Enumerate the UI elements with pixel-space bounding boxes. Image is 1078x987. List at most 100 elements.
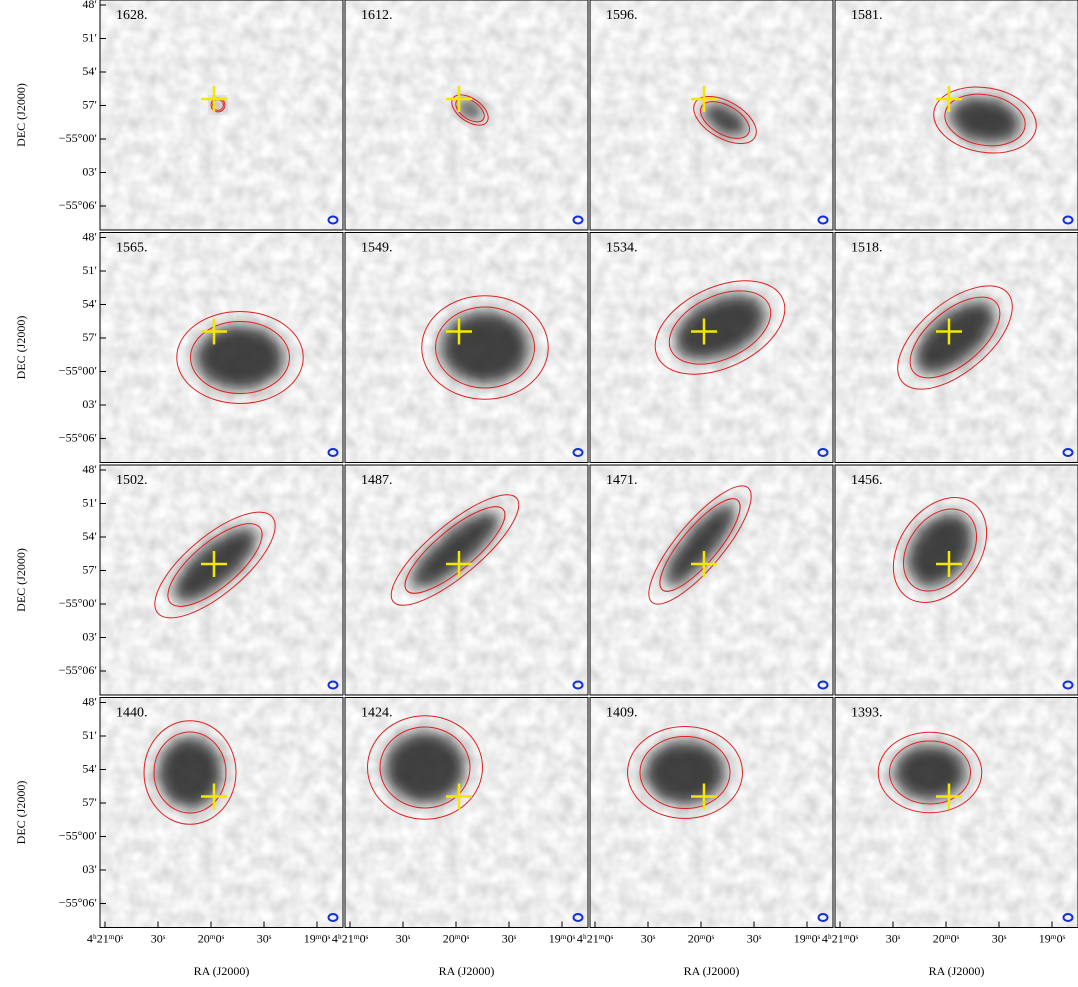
channel-panel: 1596.: [589, 0, 834, 231]
x-tick-label: 19ᵐ0ˢ: [304, 931, 331, 945]
contour: [455, 97, 485, 123]
x-tick-label: 4ʰ21ᵐ0ˢ: [332, 931, 369, 945]
x-tick-label: 30ˢ: [257, 931, 272, 945]
y-tick-label: 57′: [82, 97, 97, 111]
y-tick-label: 57′: [82, 795, 97, 809]
x-axis-label: RA (J2000): [684, 964, 740, 978]
beam: [572, 215, 584, 225]
contour: [654, 280, 786, 375]
y-tick-label: 54′: [82, 529, 97, 543]
channel-panel: 1409.: [589, 697, 834, 928]
channel-panel: 1565.: [99, 232, 344, 463]
beam: [817, 913, 829, 922]
y-tick-label: −55°00′: [59, 363, 98, 377]
noise-background: [100, 0, 343, 230]
x-tick-label: 30ˢ: [396, 931, 411, 945]
beam: [817, 448, 829, 457]
y-tick-label: −55°00′: [59, 828, 98, 842]
contour: [379, 726, 471, 809]
panel-frame: [99, 0, 344, 231]
beam: [572, 913, 584, 922]
panel-frame: [99, 697, 344, 928]
x-axis-label: RA (J2000): [439, 964, 495, 978]
channel-panel: 1456.: [834, 464, 1078, 696]
contour: [889, 740, 971, 805]
y-axis-label: DEC (J2000): [14, 316, 28, 380]
contour: [944, 93, 1026, 147]
panel-frame: [589, 0, 834, 231]
channel-label: 1612.: [361, 8, 393, 23]
y-tick-label: 51′: [82, 495, 97, 509]
y-tick-label: 48′: [82, 694, 97, 708]
channel-label: 1456.: [851, 473, 883, 488]
x-tick-label: 30ˢ: [502, 931, 517, 945]
channel-panel: 1424.: [344, 697, 589, 928]
emission: [213, 100, 223, 110]
x-axis-label: RA (J2000): [194, 964, 250, 978]
panel-frame: [589, 464, 834, 696]
contour: [421, 295, 549, 400]
noise-background: [345, 465, 588, 695]
panel-frame: [834, 0, 1078, 231]
channel-label: 1409.: [606, 706, 638, 721]
noise-background: [590, 465, 833, 695]
panel-frame: [344, 232, 589, 463]
x-tick-label: 20ᵐ0ˢ: [443, 931, 470, 945]
channel-panel: 1440.: [99, 697, 344, 928]
emission: [410, 511, 500, 589]
x-tick-label: 30ˢ: [886, 931, 901, 945]
y-tick-label: 54′: [82, 296, 97, 310]
y-tick-label: −55°06′: [59, 198, 98, 212]
y-tick-label: −55°00′: [59, 596, 98, 610]
channel-label: 1424.: [361, 706, 393, 721]
y-tick-label: −55°06′: [59, 895, 98, 909]
noise-background: [835, 465, 1078, 695]
y-tick-label: 54′: [82, 761, 97, 775]
x-tick-label: 30ˢ: [992, 931, 1007, 945]
beam: [327, 913, 339, 922]
y-tick-label: 57′: [82, 562, 97, 576]
channel-label: 1596.: [606, 8, 638, 23]
emission: [915, 301, 995, 374]
panel-frame: [99, 232, 344, 463]
contour: [877, 731, 983, 814]
y-tick-label: 51′: [82, 263, 97, 277]
contour: [153, 731, 227, 814]
beam: [327, 680, 339, 690]
y-tick-label: 48′: [82, 462, 97, 476]
panel-frame: [99, 464, 344, 696]
channel-label: 1487.: [361, 473, 393, 488]
x-tick-label: 19ᵐ0ˢ: [1039, 931, 1066, 945]
emission: [457, 99, 483, 121]
x-tick-label: 20ᵐ0ˢ: [198, 931, 225, 945]
emission: [907, 513, 973, 587]
contour: [668, 290, 772, 365]
contour: [154, 511, 276, 619]
emission: [894, 744, 966, 801]
y-axis-label: DEC (J2000): [14, 83, 28, 147]
noise-background: [590, 697, 833, 928]
noise-background: [345, 697, 588, 928]
channel-panel: 1471.: [589, 464, 834, 696]
y-tick-label: −55°00′: [59, 131, 98, 145]
noise-background: [100, 697, 343, 928]
emission: [703, 103, 747, 137]
beam: [572, 448, 584, 457]
y-axis-label: DEC (J2000): [14, 548, 28, 612]
channel-panel: 1502.: [99, 464, 344, 696]
y-tick-label: 57′: [82, 330, 97, 344]
beam: [1062, 448, 1074, 457]
beam: [572, 680, 584, 690]
contour: [909, 296, 1001, 379]
beam: [1062, 215, 1074, 225]
channel-label: 1534.: [606, 241, 638, 256]
x-tick-label: 4ʰ21ᵐ0ˢ: [577, 931, 614, 945]
beam: [817, 680, 829, 690]
channel-panel: 1534.: [589, 232, 834, 463]
channel-label: 1502.: [116, 473, 148, 488]
emission: [385, 731, 465, 804]
y-tick-label: 51′: [82, 728, 97, 742]
contour: [639, 736, 731, 809]
emission: [949, 97, 1021, 143]
